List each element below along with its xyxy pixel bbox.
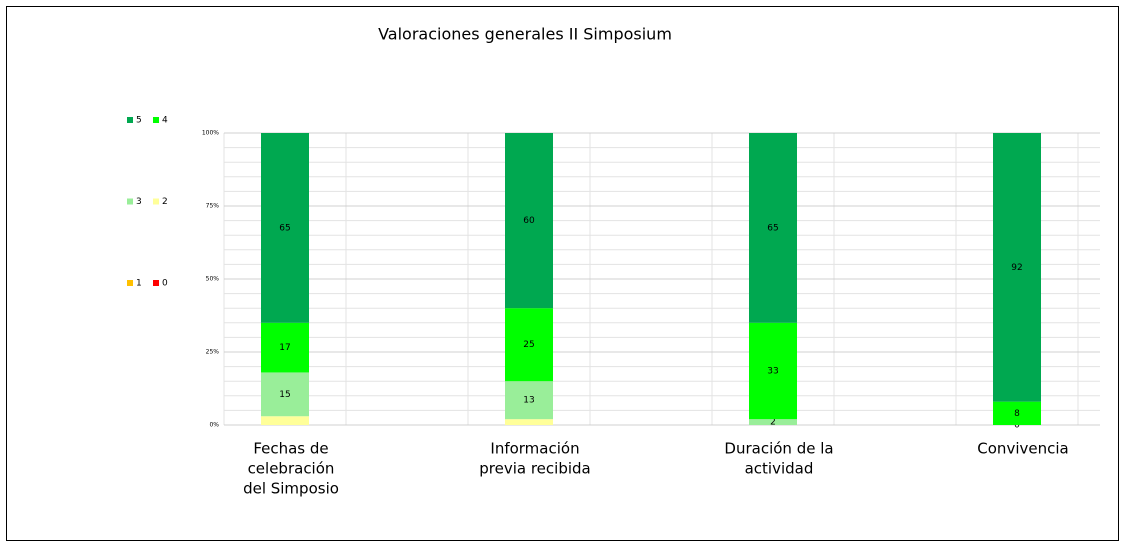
data-label: 92 bbox=[1011, 263, 1022, 273]
legend-swatch bbox=[153, 280, 159, 286]
y-tick-label: 0% bbox=[209, 422, 219, 429]
legend-label: 3 bbox=[136, 197, 142, 207]
bar-segment bbox=[749, 322, 797, 420]
bar-segment bbox=[505, 419, 553, 425]
x-tick-label: Convivencia bbox=[977, 440, 1068, 458]
bar-segment bbox=[749, 133, 797, 323]
bar-segment bbox=[261, 133, 309, 323]
data-label: 65 bbox=[767, 223, 778, 233]
data-label: 2 bbox=[770, 418, 776, 428]
legend-swatch bbox=[153, 198, 159, 205]
data-label: 8 bbox=[1014, 409, 1020, 419]
bar-segment bbox=[505, 133, 553, 309]
data-label: 65 bbox=[279, 223, 290, 233]
legend-label: 5 bbox=[136, 116, 142, 126]
bar-segment bbox=[993, 401, 1041, 425]
x-tick-label: celebración bbox=[248, 460, 335, 478]
frame bbox=[6, 6, 1119, 541]
y-tick-label: 25% bbox=[206, 349, 220, 356]
x-tick-label: Información bbox=[490, 440, 579, 458]
data-label: 60 bbox=[523, 216, 535, 226]
bar-segment bbox=[261, 322, 309, 373]
bar-segment bbox=[749, 419, 797, 425]
legend-swatch bbox=[127, 280, 133, 286]
data-label: 25 bbox=[523, 340, 534, 350]
bar-segment bbox=[261, 372, 309, 417]
x-tick-label: Fechas de bbox=[253, 440, 328, 458]
data-label: 13 bbox=[523, 396, 534, 406]
x-tick-label: actividad bbox=[745, 460, 814, 478]
data-label: 17 bbox=[279, 343, 290, 353]
chart-title: Valoraciones generales II Simposium bbox=[378, 25, 672, 44]
legend-swatch bbox=[127, 198, 133, 205]
bar-segment bbox=[993, 133, 1041, 402]
legend-label: 4 bbox=[162, 116, 168, 126]
data-label: 0 bbox=[1014, 421, 1020, 431]
bar-segment bbox=[261, 416, 309, 425]
x-tick-label: del Simposio bbox=[243, 480, 339, 498]
y-tick-label: 50% bbox=[206, 276, 220, 283]
y-tick-label: 100% bbox=[202, 130, 219, 137]
legend-label: 1 bbox=[136, 279, 142, 289]
legend-swatch bbox=[153, 117, 159, 123]
legend-swatch bbox=[127, 117, 133, 123]
x-tick-label: previa recibida bbox=[479, 460, 590, 478]
bar-segment bbox=[505, 308, 553, 382]
bar-segment bbox=[505, 381, 553, 420]
legend-label: 0 bbox=[162, 279, 168, 289]
data-label: 33 bbox=[767, 366, 778, 376]
data-label: 15 bbox=[279, 390, 290, 400]
y-tick-label: 75% bbox=[206, 203, 220, 210]
legend-label: 2 bbox=[162, 197, 168, 207]
x-tick-label: Duración de la bbox=[724, 440, 833, 458]
